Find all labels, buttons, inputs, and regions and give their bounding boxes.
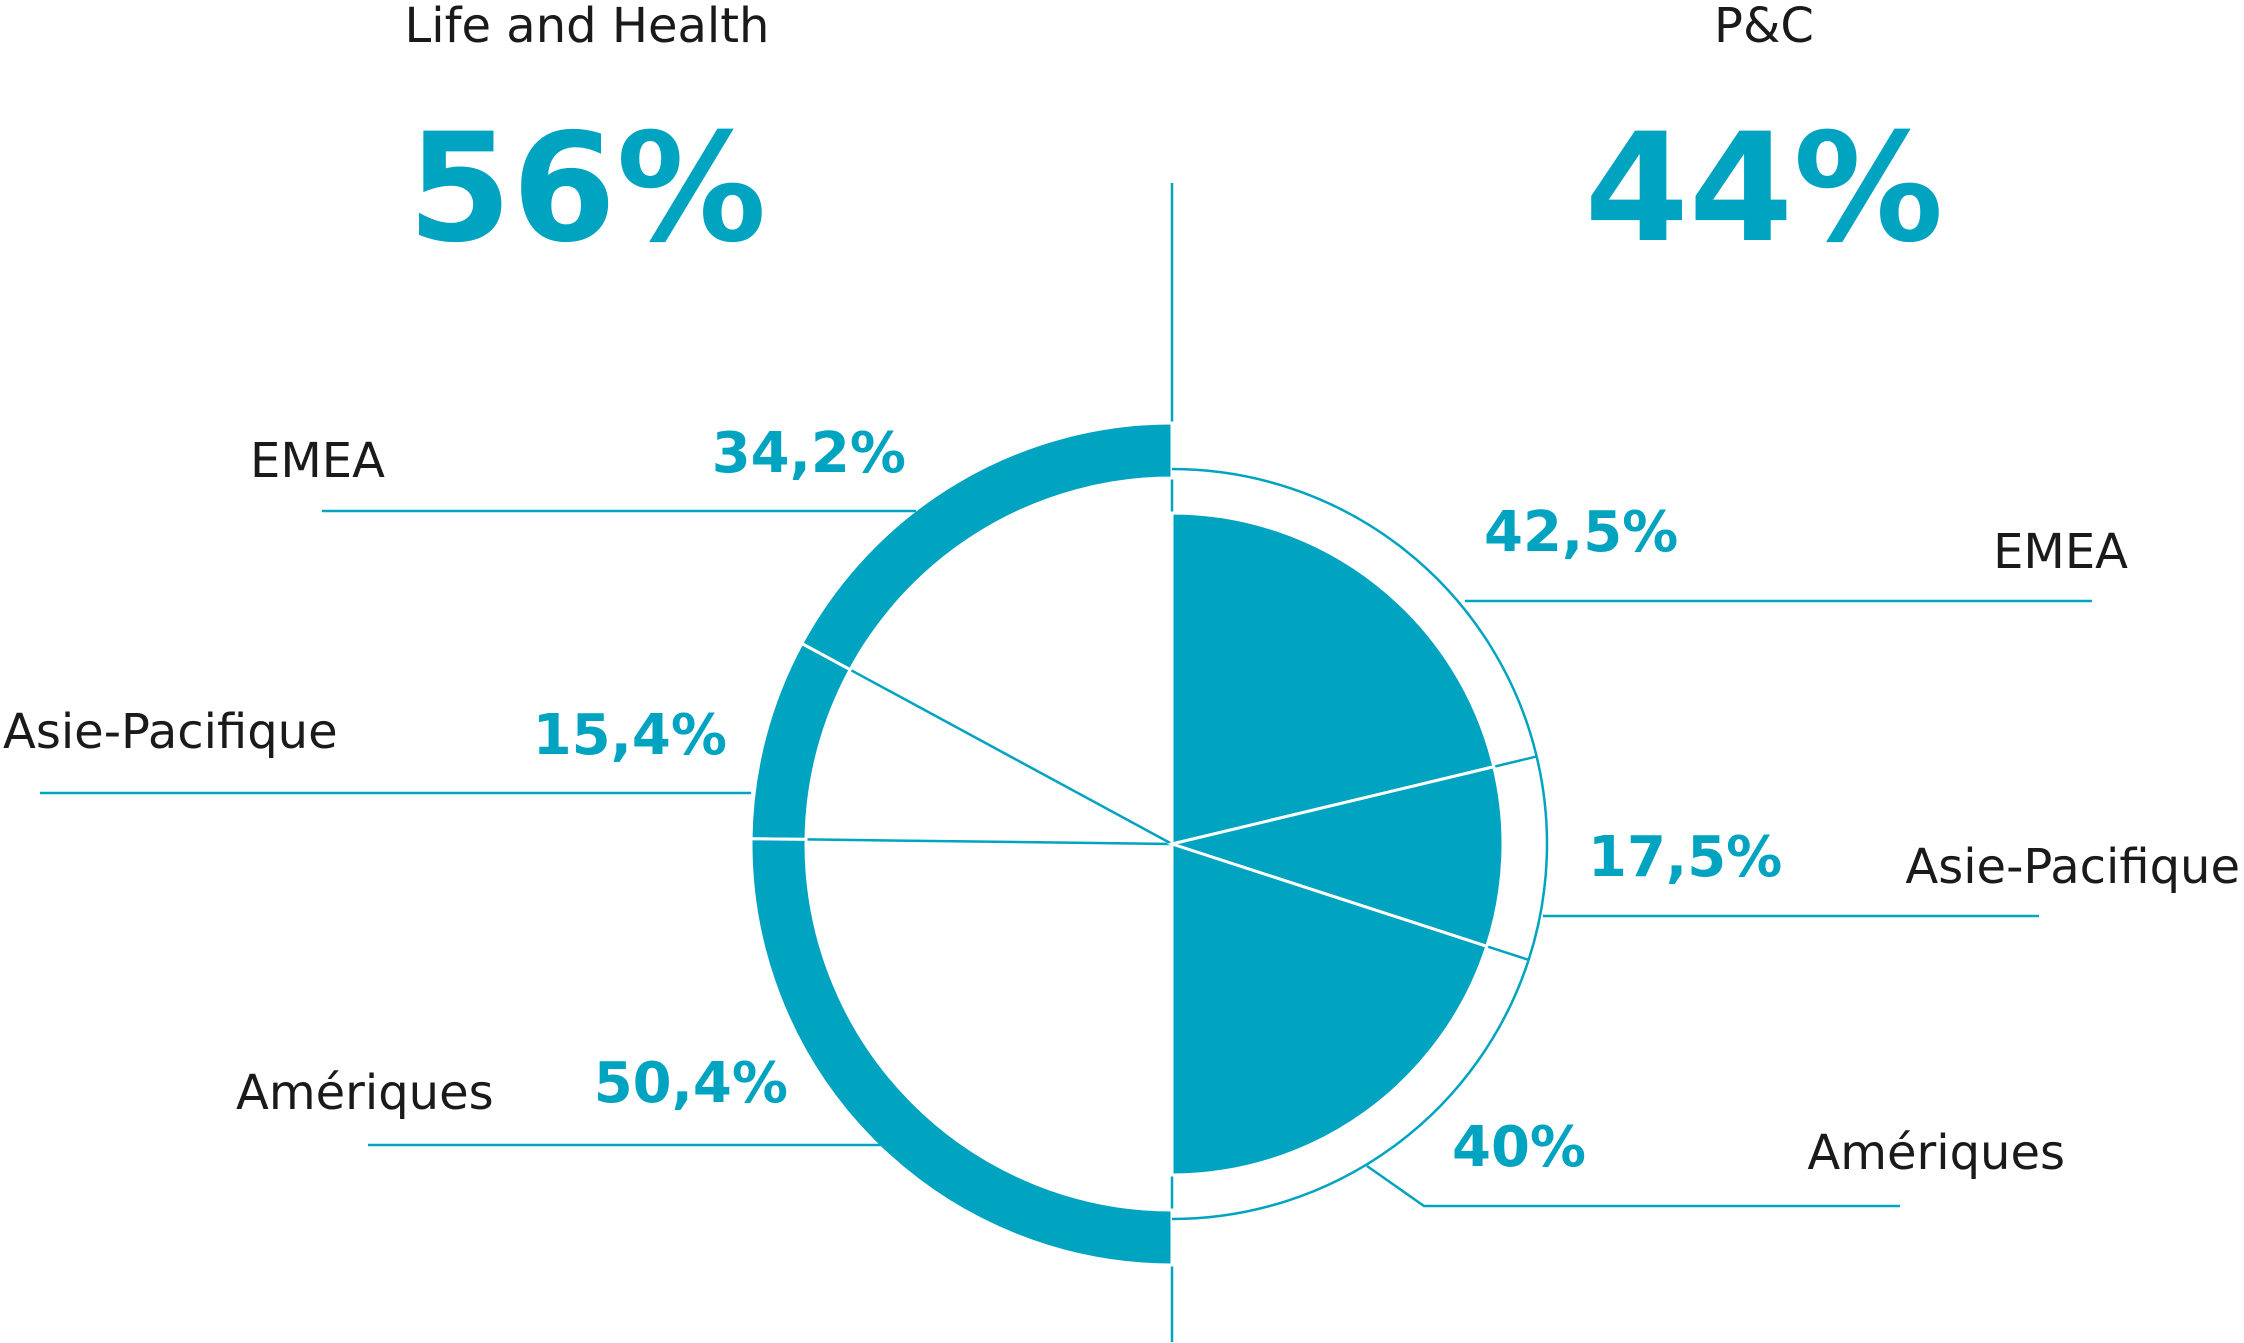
- value-label: 17,5%: [1588, 825, 1782, 890]
- ring-segment: [749, 837, 1174, 1267]
- ring-segment: [749, 641, 853, 841]
- category-label: Amériques: [1807, 1125, 2065, 1181]
- category-label: Asie-Pacifique: [3, 704, 338, 760]
- section-title: P&C: [1714, 0, 1814, 54]
- category-label: Asie-Pacifique: [1905, 839, 2240, 895]
- section-share: 44%: [1584, 102, 1943, 276]
- value-label: 15,4%: [533, 703, 727, 768]
- pie-wedge: [1170, 511, 1496, 846]
- value-label: 40%: [1452, 1115, 1586, 1180]
- tick: [1486, 945, 1530, 962]
- section-title: Life and Health: [405, 0, 770, 54]
- pie-wedge: [1170, 841, 1489, 1177]
- category-label: EMEA: [1993, 524, 2128, 580]
- section-share: 56%: [407, 102, 766, 276]
- pie-wedge: [1166, 764, 1505, 949]
- category-label: Amériques: [236, 1065, 494, 1121]
- outer-arc: [1171, 467, 1538, 757]
- tick: [1493, 755, 1537, 768]
- divider-line: [806, 838, 1173, 846]
- divider-line: [849, 668, 1173, 846]
- value-label: 34,2%: [712, 421, 906, 486]
- outer-arc: [1171, 959, 1530, 1221]
- outer-arc: [1527, 756, 1549, 961]
- category-label: EMEA: [250, 433, 385, 489]
- value-label: 42,5%: [1484, 500, 1678, 565]
- leader-line: [1366, 1164, 1900, 1208]
- value-label: 50,4%: [594, 1051, 788, 1116]
